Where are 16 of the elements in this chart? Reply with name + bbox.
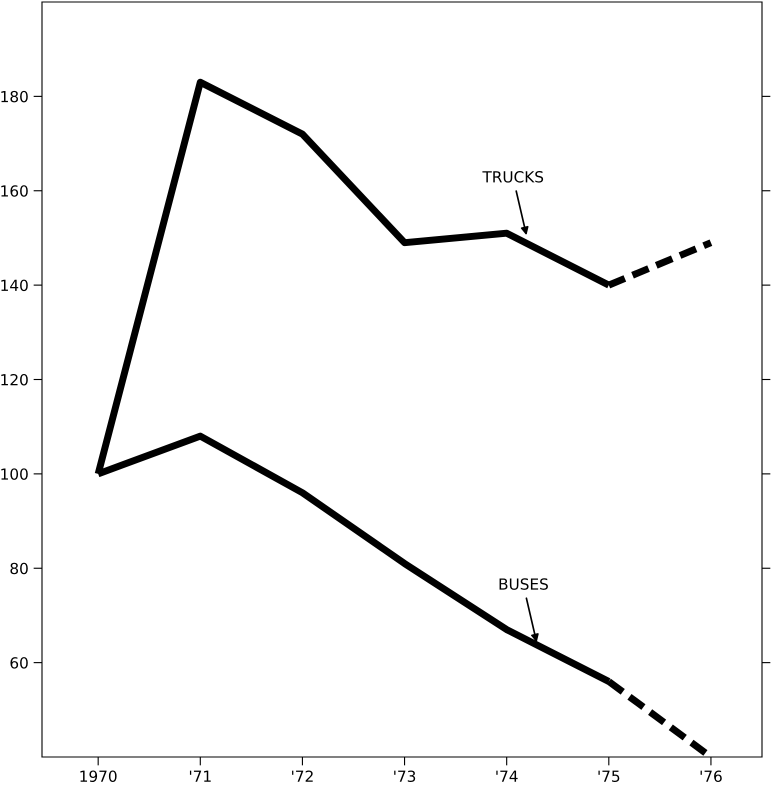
y-tick-label: 180	[1, 90, 28, 102]
x-tick-label: '71	[190, 770, 211, 782]
annotation: BUSES	[500, 578, 548, 590]
x-tick-label: '72	[292, 770, 313, 782]
x-tick-label: '74	[496, 770, 518, 782]
y-tick-label: 120	[1, 374, 28, 386]
y-tick-label: 140	[1, 280, 28, 292]
annotation: TRUCKS	[482, 171, 544, 183]
x-tick-label: '76	[700, 770, 722, 782]
y-tick-label: 60	[10, 657, 28, 669]
x-tick-label: 1970	[80, 770, 117, 782]
y-tick-label: 80	[10, 562, 28, 574]
x-tick-label: '73	[394, 770, 416, 782]
y-tick-label: 160	[1, 185, 28, 197]
x-tick-label: '75	[598, 770, 620, 782]
y-tick-label: 100	[1, 468, 28, 480]
